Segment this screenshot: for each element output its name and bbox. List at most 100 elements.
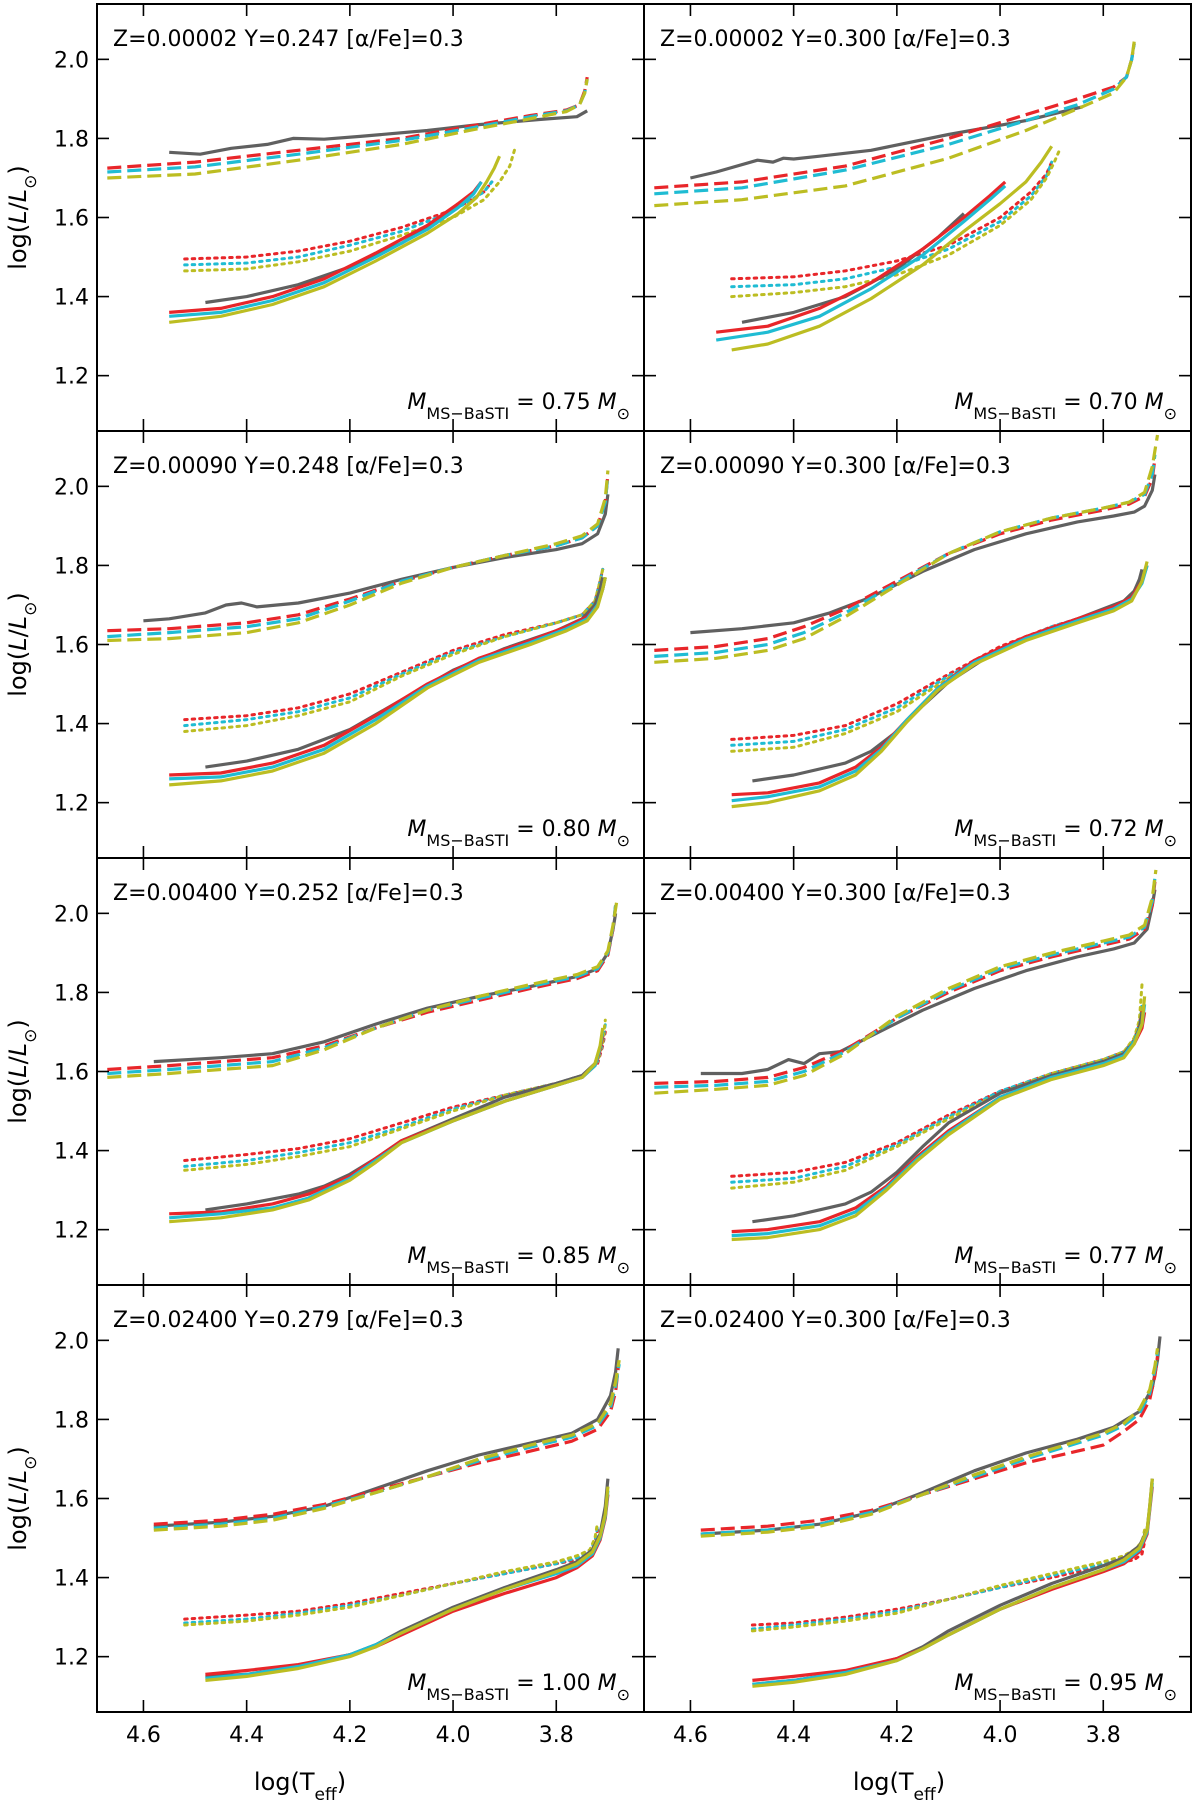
panel-8-series <box>700 1336 1162 1688</box>
y-tick-label: 1.2 <box>54 1646 89 1671</box>
panel-4: Z=0.00090 Y=0.300 [α/Fe]=0.3 MMS−BaSTI = … <box>643 430 1192 859</box>
series-line-dashed-4 <box>107 901 619 1079</box>
series-line-dashed-2 <box>700 1355 1160 1532</box>
series-line-solid-11 <box>731 561 1149 809</box>
series-line-solid-11 <box>731 145 1054 352</box>
mass-label: MMS−BaSTI = 0.70 M⊙ <box>954 390 1177 423</box>
x-tick-label: 3.8 <box>1086 1723 1121 1748</box>
series-line-solid-9 <box>169 180 483 314</box>
series-line-dashed-4 <box>654 41 1136 208</box>
panel-4-series <box>654 434 1160 809</box>
series-line-solid-11 <box>169 576 607 787</box>
series-line-dotted-6 <box>183 1524 600 1625</box>
x-tick-label: 4.2 <box>879 1723 914 1748</box>
series-line-solid-9 <box>169 1035 605 1216</box>
series-line-solid-10 <box>731 564 1149 803</box>
x-axis-label-left: log(Teff) <box>254 1768 346 1800</box>
y-tick-label: 1.8 <box>54 981 89 1006</box>
series-line-dashed-4 <box>107 470 610 643</box>
series-line-solid-9 <box>169 576 607 777</box>
series-line-solid-1 <box>153 1348 620 1528</box>
y-tick-label: 1.6 <box>54 634 89 659</box>
series-line-solid-1 <box>690 105 1083 180</box>
y-tick-label: 1.2 <box>54 365 89 390</box>
series-line-dashed-4 <box>654 869 1158 1095</box>
series-line-solid-1 <box>690 474 1157 635</box>
mass-label: MMS−BaSTI = 1.00 M⊙ <box>407 1671 630 1704</box>
panel-frame <box>96 3 645 432</box>
series-line-solid-8 <box>741 212 965 324</box>
series-line-solid-11 <box>752 1478 1154 1688</box>
series-line-solid-9 <box>752 1486 1154 1682</box>
panel-1-series <box>107 76 589 324</box>
series-line-dotted-5 <box>750 1540 1147 1627</box>
series-line-solid-11 <box>169 1027 605 1224</box>
panel-8: 4.6 4.4 4.2 4.0 3.8 Z=0.02400 Y=0.300 [α/Fe]=… <box>643 1284 1192 1748</box>
y-tick-label: 1.6 <box>54 1488 89 1513</box>
series-line-dotted-6 <box>750 1532 1147 1631</box>
series-line-dashed-2 <box>153 1367 620 1526</box>
panel-title: Z=0.02400 Y=0.279 [α/Fe]=0.3 <box>113 1308 464 1333</box>
series-line-dashed-4 <box>107 78 589 180</box>
series-line-dotted-7 <box>183 1520 600 1627</box>
mass-label: MMS−BaSTI = 0.80 M⊙ <box>407 817 630 850</box>
panel-6: Z=0.00400 Y=0.300 [α/Fe]=0.3 MMS−BaSTI = … <box>643 857 1192 1286</box>
series-line-dashed-3 <box>153 1363 621 1530</box>
x-tick-label: 4.4 <box>776 1723 811 1748</box>
x-tick-label: 4.2 <box>332 1723 367 1748</box>
series-line-dashed-2 <box>107 905 618 1072</box>
series-line-solid-11 <box>731 996 1147 1242</box>
series-line-solid-8 <box>205 1031 605 1212</box>
y-axis-label: log(L/L⊙) <box>4 1019 41 1123</box>
panel-title: Z=0.00400 Y=0.300 [α/Fe]=0.3 <box>660 881 1011 906</box>
panel-5-series <box>107 901 619 1224</box>
mass-label: MMS−BaSTI = 0.95 M⊙ <box>954 1671 1177 1704</box>
panel-frame <box>96 430 645 859</box>
series-line-dotted-5 <box>730 160 1054 281</box>
series-line-dashed-3 <box>654 877 1157 1089</box>
series-line-solid-1 <box>153 913 618 1064</box>
series-line-dotted-6 <box>730 567 1147 747</box>
mass-label: MMS−BaSTI = 0.72 M⊙ <box>954 817 1177 850</box>
y-tick-label: 1.8 <box>54 1408 89 1433</box>
x-tick-label: 3.8 <box>539 1723 574 1748</box>
series-line-solid-10 <box>169 576 607 781</box>
panel-title: Z=0.00002 Y=0.247 [α/Fe]=0.3 <box>113 27 464 52</box>
series-line-dashed-3 <box>107 78 589 174</box>
y-tick-label: 1.4 <box>54 1567 89 1592</box>
series-line-solid-9 <box>716 180 1007 334</box>
series-line-dotted-5 <box>183 180 494 261</box>
series-line-dotted-5 <box>730 571 1144 741</box>
panel-2: Z=0.00002 Y=0.300 [α/Fe]=0.3 MMS−BaSTI = … <box>643 3 1192 432</box>
series-line-dotted-5 <box>183 1030 607 1162</box>
x-tick-label: 4.0 <box>436 1723 471 1748</box>
y-tick-label: 1.6 <box>54 207 89 232</box>
panel-7-series <box>153 1348 621 1682</box>
x-tick-label: 4.6 <box>673 1723 708 1748</box>
y-tick-label: 2.0 <box>54 902 89 927</box>
y-tick-label: 1.8 <box>54 127 89 152</box>
series-line-solid-1 <box>700 1336 1162 1536</box>
y-tick-label: 1.4 <box>54 713 89 738</box>
panel-3: 1.2 1.4 1.6 1.8 2.0 Z=0.00090 Y=0.248 [α/Fe]=… <box>4 430 645 859</box>
x-tick-label: 4.0 <box>983 1723 1018 1748</box>
x-tick-label: 4.4 <box>229 1723 264 1748</box>
mass-label: MMS−BaSTI = 0.75 M⊙ <box>407 390 630 423</box>
series-line-dotted-7 <box>750 1528 1147 1633</box>
mass-label: MMS−BaSTI = 0.77 M⊙ <box>954 1244 1177 1277</box>
series-line-dotted-7 <box>730 567 1147 753</box>
panel-1: 1.2 1.4 1.6 1.8 2.0 Z=0.00002 Y=0.247 [α/Fe]=… <box>4 3 645 432</box>
panels-layer: 1.2 1.4 1.6 1.8 2.0 Z=0.00002 Y=0.247 [α/Fe]=… <box>4 3 1192 1748</box>
x-axis-label-right: log(Teff) <box>853 1768 945 1800</box>
y-tick-label: 1.2 <box>54 792 89 817</box>
series-line-dashed-3 <box>654 454 1157 658</box>
series-line-solid-8 <box>752 1478 1154 1686</box>
y-tick-label: 1.4 <box>54 1140 89 1165</box>
mass-label: MMS−BaSTI = 0.85 M⊙ <box>407 1244 630 1277</box>
series-line-dashed-2 <box>654 43 1136 190</box>
panel-7: 4.6 4.4 4.2 4.0 3.8 1.2 1.4 1.6 1.8 2.0 Z=0.02400 … <box>4 1284 645 1748</box>
series-line-solid-10 <box>715 184 1007 342</box>
y-tick-label: 1.4 <box>54 286 89 311</box>
y-tick-label: 1.8 <box>54 554 89 579</box>
